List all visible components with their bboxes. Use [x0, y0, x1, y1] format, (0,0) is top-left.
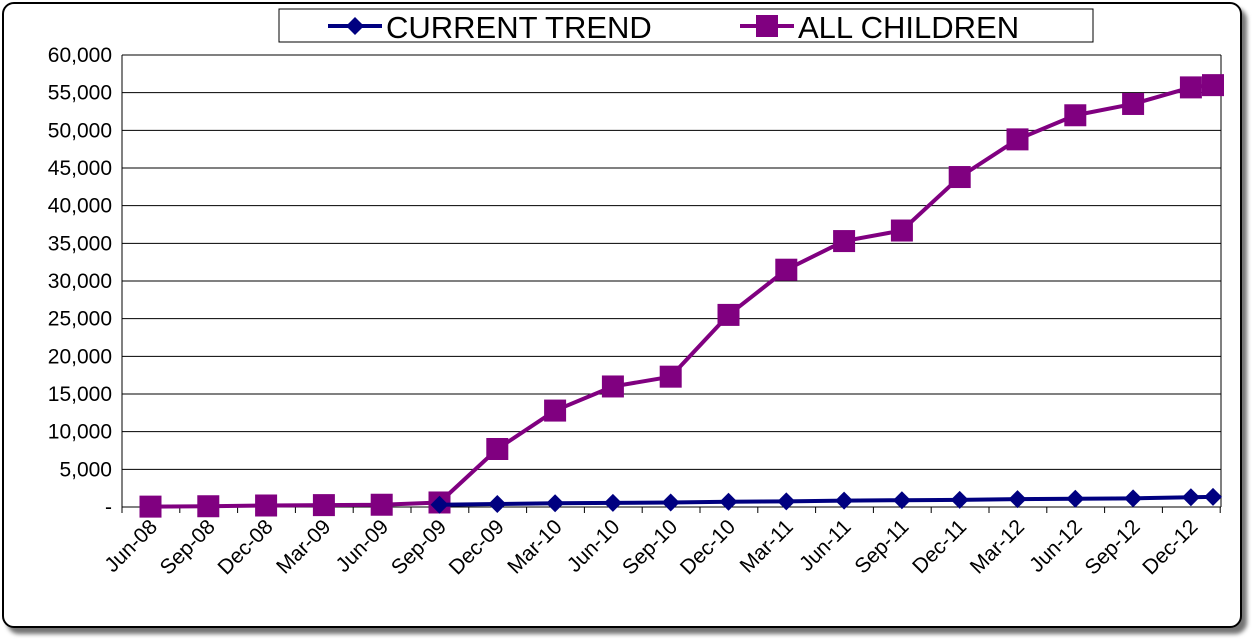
x-tick-label: Dec-10 — [676, 515, 740, 579]
y-tick-label: 55,000 — [48, 82, 112, 105]
x-tick-label: Mar-10 — [503, 515, 566, 578]
x-axis-ticks: Jun-08Sep-08Dec-08Mar-09Jun-09Sep-09Dec-… — [100, 515, 1202, 579]
y-tick-label: 30,000 — [48, 270, 112, 293]
data-point-all-children — [139, 495, 162, 518]
series-layer — [139, 74, 1224, 518]
y-tick-label: 60,000 — [48, 44, 112, 67]
x-tick-label: Dec-11 — [908, 515, 971, 578]
data-point-all-children — [370, 493, 393, 516]
x-tick-label: Dec-09 — [445, 515, 509, 579]
y-tick-label: 25,000 — [48, 308, 112, 331]
data-point-current-trend — [603, 493, 622, 512]
y-axis-ticks: - 5,000 10,000 15,000 20,000 25,000 30,000 35,0… — [48, 44, 112, 519]
x-tick-label: Jun-12 — [1025, 515, 1087, 577]
data-point-current-trend — [892, 491, 911, 510]
data-point-all-children — [486, 437, 509, 460]
x-tick-label: Dec-08 — [213, 515, 277, 579]
data-point-current-trend — [661, 493, 680, 512]
x-tick-label: Mar-12 — [966, 515, 1029, 578]
data-point-current-trend — [1204, 487, 1222, 506]
data-point-current-trend — [1008, 490, 1027, 509]
x-tick-label: Dec-12 — [1138, 515, 1202, 579]
data-point-all-children — [775, 258, 798, 281]
data-point-all-children — [717, 303, 740, 326]
data-point-current-trend — [546, 494, 565, 513]
y-tick-label: 45,000 — [48, 157, 112, 180]
x-tick-label: Sep-12 — [1080, 515, 1144, 579]
data-point-all-children — [544, 399, 567, 422]
data-point-all-children — [312, 494, 335, 517]
legend-marker-all-children — [756, 15, 778, 37]
x-tick-label: Mar-09 — [272, 515, 335, 578]
x-tick-label: Jun-09 — [332, 515, 394, 577]
y-tick-label: 20,000 — [48, 345, 112, 368]
y-tick-label: - — [105, 496, 112, 519]
legend-label-all-children: ALL CHILDREN — [798, 10, 1019, 45]
x-tick-label: Jun-11 — [795, 515, 856, 576]
x-tick-label: Jun-10 — [563, 515, 625, 577]
legend-box — [278, 8, 1094, 43]
x-tick-label: Sep-08 — [156, 515, 220, 579]
data-point-all-children — [948, 166, 971, 189]
chart-frame — [2, 2, 1242, 628]
data-point-current-trend — [950, 490, 969, 509]
x-tick-label: Jun-08 — [100, 515, 162, 577]
data-point-current-trend — [1124, 489, 1143, 508]
data-point-current-trend — [719, 492, 738, 511]
data-point-all-children — [659, 365, 682, 388]
data-point-current-trend — [430, 495, 449, 514]
data-point-all-children — [255, 494, 278, 517]
legend-label-current-trend: CURRENT TREND — [386, 10, 652, 45]
data-point-all-children — [197, 495, 220, 518]
x-tick-label: Sep-11 — [850, 515, 913, 578]
data-point-current-trend — [488, 494, 507, 513]
x-tick-label: Sep-09 — [387, 515, 451, 579]
y-tick-label: 50,000 — [48, 119, 112, 142]
data-point-all-children — [890, 219, 913, 242]
x-tick-label: Mar-11 — [736, 515, 798, 577]
y-tick-label: 10,000 — [48, 421, 112, 444]
gridlines — [121, 54, 1222, 513]
data-point-all-children — [1064, 104, 1087, 127]
data-point-all-children — [1122, 92, 1145, 115]
data-point-all-children — [833, 230, 856, 253]
y-tick-label: 40,000 — [48, 195, 112, 218]
data-point-all-children — [1006, 128, 1029, 151]
y-tick-label: 5,000 — [59, 458, 112, 481]
y-tick-label: 15,000 — [48, 383, 112, 406]
data-point-current-trend — [835, 491, 854, 510]
data-point-all-children — [601, 375, 624, 398]
series-line-all-children — [150, 83, 1214, 509]
legend: CURRENT TREND ALL CHILDREN — [278, 8, 1094, 45]
x-tick-label: Sep-10 — [618, 515, 682, 579]
data-point-current-trend — [1066, 489, 1085, 508]
y-tick-label: 35,000 — [48, 232, 112, 255]
legend-marker-current-trend — [346, 17, 364, 35]
data-point-all-children — [1179, 76, 1202, 99]
data-point-current-trend — [777, 492, 796, 511]
data-point-all-children — [1202, 74, 1224, 97]
data-point-current-trend — [1181, 488, 1200, 507]
